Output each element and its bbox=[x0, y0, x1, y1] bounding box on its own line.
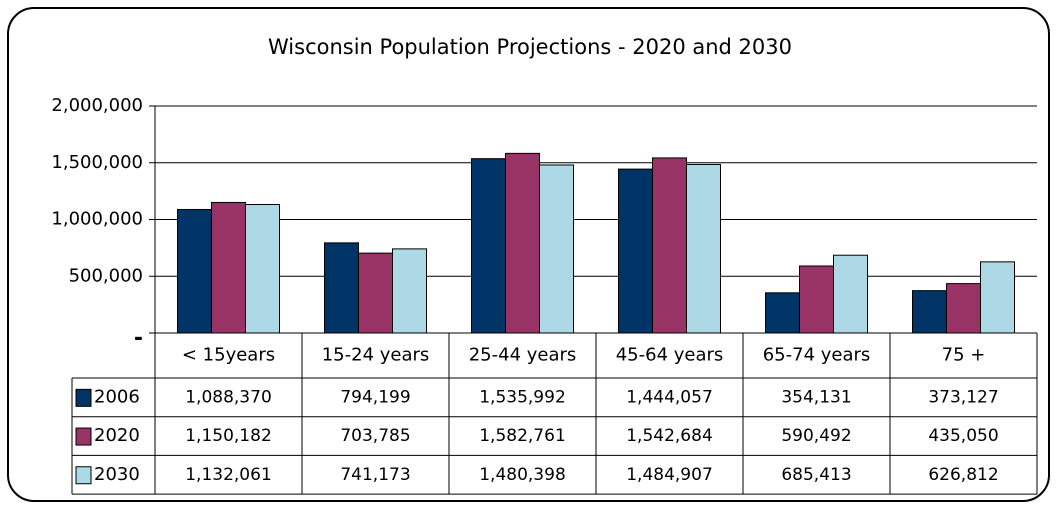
y-tick-label: - bbox=[134, 326, 143, 351]
bar bbox=[652, 157, 687, 334]
bar bbox=[765, 292, 800, 334]
table-cell: 435,050 bbox=[928, 426, 998, 446]
bar bbox=[686, 163, 721, 334]
table-cell: 1,535,992 bbox=[479, 387, 566, 407]
legend-label: 2030 bbox=[94, 464, 140, 485]
table-cell: 1,582,761 bbox=[479, 426, 566, 446]
bar bbox=[245, 204, 280, 334]
bar bbox=[799, 265, 834, 334]
bar bbox=[177, 208, 212, 334]
bar bbox=[539, 164, 574, 334]
table-cell: 590,492 bbox=[781, 426, 851, 446]
bar bbox=[618, 168, 653, 334]
bar bbox=[912, 290, 947, 334]
bar bbox=[471, 158, 506, 334]
legend-swatch bbox=[75, 388, 92, 407]
chart-title: Wisconsin Population Projections - 2020 … bbox=[268, 35, 792, 59]
table-cell: 703,785 bbox=[340, 426, 410, 446]
table-cell: 1,484,907 bbox=[626, 465, 713, 485]
table-cell: 354,131 bbox=[781, 387, 851, 407]
table-cell: 1,088,370 bbox=[185, 387, 272, 407]
x-tick-label: 75 + bbox=[942, 345, 986, 366]
table-cell: 1,132,061 bbox=[185, 465, 272, 485]
x-tick-label: 25-44 years bbox=[469, 345, 577, 366]
x-tick-label: < 15years bbox=[182, 345, 275, 366]
x-tick-label: 45-64 years bbox=[616, 345, 724, 366]
table-cell: 1,444,057 bbox=[626, 387, 713, 407]
table-cell: 626,812 bbox=[928, 465, 998, 485]
table-cell: 794,199 bbox=[340, 387, 410, 407]
legend-label: 2020 bbox=[94, 425, 140, 446]
y-tick-label: 1,500,000 bbox=[51, 152, 143, 173]
bar bbox=[946, 283, 981, 334]
x-tick-label: 15-24 years bbox=[322, 345, 430, 366]
bar bbox=[833, 254, 868, 334]
table-cell: 685,413 bbox=[781, 465, 851, 485]
bar bbox=[505, 152, 540, 334]
y-tick-label: 1,000,000 bbox=[51, 209, 143, 230]
bar bbox=[211, 201, 246, 334]
bar bbox=[358, 252, 393, 334]
bar bbox=[980, 261, 1015, 334]
bar bbox=[392, 248, 427, 334]
legend-label: 2006 bbox=[94, 386, 140, 407]
legend-swatch bbox=[75, 427, 92, 446]
y-tick-label: 2,000,000 bbox=[51, 95, 143, 116]
bar bbox=[324, 242, 359, 334]
legend-swatch bbox=[75, 466, 92, 485]
table-cell: 741,173 bbox=[340, 465, 410, 485]
table-cell: 373,127 bbox=[928, 387, 998, 407]
table-cell: 1,480,398 bbox=[479, 465, 566, 485]
y-tick-label: 500,000 bbox=[69, 265, 143, 286]
x-tick-label: 65-74 years bbox=[763, 345, 871, 366]
table-cell: 1,150,182 bbox=[185, 426, 272, 446]
table-cell: 1,542,684 bbox=[626, 426, 713, 446]
